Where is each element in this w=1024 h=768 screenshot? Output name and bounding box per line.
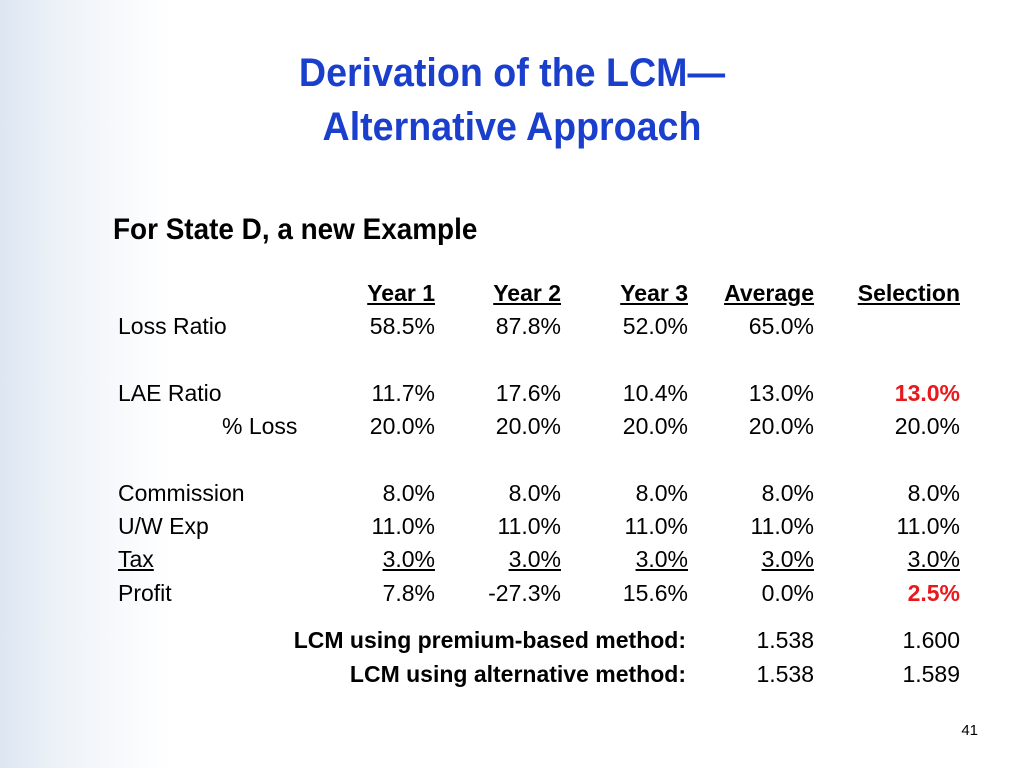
lcm-premium-based-average: 1.538 [756, 627, 814, 653]
lcm-alternative-selection: 1.589 [902, 661, 960, 687]
header-year-2: Year 2 [493, 280, 561, 306]
table-row-commission: Commission 8.0% 8.0% 8.0% 8.0% 8.0% [0, 476, 1024, 510]
header-year-3: Year 3 [620, 280, 688, 306]
cell-selection: 20.0% [894, 413, 960, 439]
cell-year-3: 15.6% [622, 580, 688, 606]
cell-year-2: 17.6% [495, 380, 561, 406]
row-label: U/W Exp [118, 513, 209, 539]
cell-selection: 11.0% [896, 513, 960, 539]
cell-average: 8.0% [761, 480, 814, 506]
cell-year-3: 20.0% [622, 413, 688, 439]
cell-year-3: 8.0% [635, 480, 688, 506]
cell-average: 20.0% [748, 413, 814, 439]
lcm-alternative-label: LCM using alternative method: [349, 661, 686, 687]
header-selection: Selection [857, 280, 960, 306]
cell-year-1: 8.0% [382, 480, 435, 506]
cell-year-3: 10.4% [622, 380, 688, 406]
table-row-pct-loss: % Loss 20.0% 20.0% 20.0% 20.0% 20.0% [0, 409, 1024, 443]
lcm-premium-based-row: LCM using premium-based method: 1.538 1.… [0, 623, 1024, 657]
cell-year-2: -27.3% [488, 580, 561, 606]
cell-average: 0.0% [761, 580, 814, 606]
cell-selection: 8.0% [907, 480, 960, 506]
header-average: Average [724, 280, 814, 306]
cell-average: 11.0% [750, 513, 814, 539]
table-row-lae-ratio: LAE Ratio 11.7% 17.6% 10.4% 13.0% 13.0% [0, 376, 1024, 410]
row-label: Profit [118, 580, 172, 606]
row-label: Tax [118, 546, 154, 572]
cell-year-3: 52.0% [622, 313, 688, 339]
slide-title-line-1: Derivation of the LCM— [298, 51, 726, 95]
slide-subtitle: For State D, a new Example [113, 213, 478, 246]
cell-year-2: 87.8% [495, 313, 561, 339]
page-number: 41 [961, 722, 978, 739]
cell-year-2: 3.0% [508, 546, 561, 572]
cell-average: 13.0% [748, 380, 814, 406]
lcm-alternative-row: LCM using alternative method: 1.538 1.58… [0, 657, 1024, 691]
cell-selection: 13.0% [894, 380, 960, 406]
row-label: LAE Ratio [118, 380, 222, 406]
cell-year-2: 8.0% [508, 480, 561, 506]
cell-year-1: 3.0% [382, 546, 435, 572]
cell-average: 3.0% [761, 546, 814, 572]
cell-selection: 3.0% [907, 546, 960, 572]
cell-average: 65.0% [748, 313, 814, 339]
slide-title-line-2: Alternative Approach [322, 105, 702, 149]
cell-selection: 2.5% [907, 580, 960, 606]
table-row-uw-exp: U/W Exp 11.0% 11.0% 11.0% 11.0% 11.0% [0, 509, 1024, 543]
lcm-alternative-average: 1.538 [756, 661, 814, 687]
row-label: % Loss [222, 413, 298, 439]
cell-year-2: 11.0% [497, 513, 561, 539]
cell-year-3: 11.0% [624, 513, 688, 539]
row-label: Loss Ratio [118, 313, 227, 339]
cell-year-1: 11.0% [371, 513, 435, 539]
cell-year-1: 7.8% [382, 580, 435, 606]
background-gradient [0, 0, 170, 768]
table-header-row: Year 1 Year 2 Year 3 Average Selection [0, 276, 1024, 310]
table-row-profit: Profit 7.8% -27.3% 15.6% 0.0% 2.5% [0, 576, 1024, 610]
row-label: Commission [118, 480, 245, 506]
header-year-1: Year 1 [367, 280, 435, 306]
table-row-tax: Tax 3.0% 3.0% 3.0% 3.0% 3.0% [0, 542, 1024, 576]
cell-year-2: 20.0% [495, 413, 561, 439]
cell-year-1: 58.5% [369, 313, 435, 339]
lcm-premium-based-label: LCM using premium-based method: [293, 627, 686, 653]
table-row-loss-ratio: Loss Ratio 58.5% 87.8% 52.0% 65.0% [0, 309, 1024, 343]
cell-year-1: 20.0% [369, 413, 435, 439]
cell-year-1: 11.7% [371, 380, 435, 406]
cell-year-3: 3.0% [635, 546, 688, 572]
lcm-premium-based-selection: 1.600 [902, 627, 960, 653]
